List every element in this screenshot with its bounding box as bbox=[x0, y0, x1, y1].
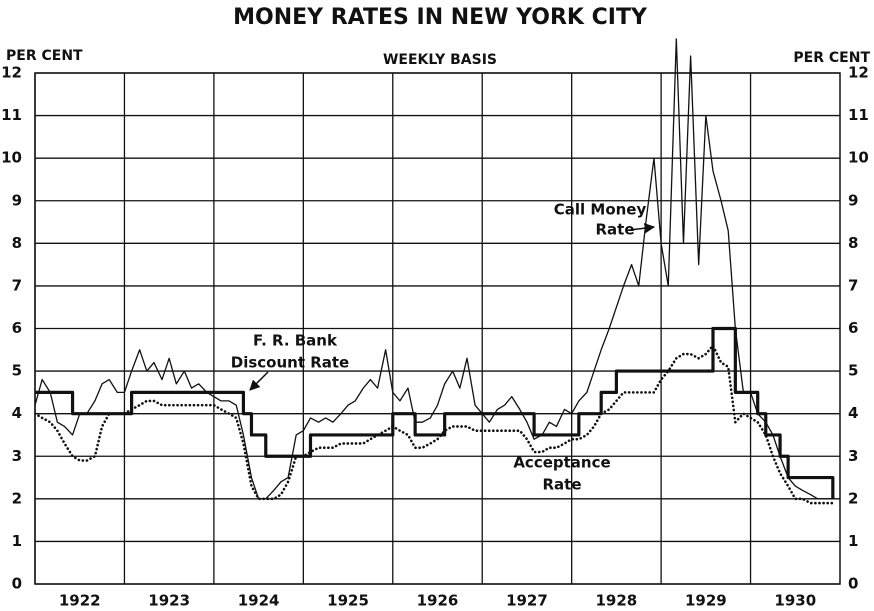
y-tick-label: 0 bbox=[12, 575, 22, 593]
x-tick-label: 1924 bbox=[238, 592, 280, 610]
x-tick-label: 1929 bbox=[685, 592, 727, 610]
y2-tick-label: 3 bbox=[848, 447, 858, 465]
x-tick-label: 1928 bbox=[596, 592, 638, 610]
x-tick-label: 1925 bbox=[327, 592, 369, 610]
y2-tick-label: 2 bbox=[848, 489, 858, 507]
y-tick-label: 12 bbox=[1, 64, 22, 82]
subtitle: WEEKLY BASIS bbox=[383, 52, 497, 68]
arrow bbox=[249, 371, 269, 391]
y2-tick-label: 12 bbox=[848, 64, 869, 82]
y-axis-label: PER CENT bbox=[6, 48, 83, 64]
y2-tick-label: 6 bbox=[848, 319, 858, 337]
y2-tick-label: 9 bbox=[848, 191, 858, 209]
y2-tick-label: 0 bbox=[848, 575, 858, 593]
series-line bbox=[35, 38, 833, 500]
series-line bbox=[35, 326, 835, 499]
annotation: Discount Rate bbox=[231, 354, 349, 372]
plot-frame bbox=[34, 72, 841, 585]
annotation: Rate bbox=[542, 476, 581, 494]
x-tick-label: 1922 bbox=[59, 592, 101, 610]
y2-tick-label: 8 bbox=[848, 234, 858, 252]
y-tick-label: 4 bbox=[12, 404, 22, 422]
annotation: Acceptance bbox=[513, 454, 610, 472]
y-tick-label: 9 bbox=[12, 191, 22, 209]
lines bbox=[35, 38, 835, 505]
y-tick-label: 11 bbox=[1, 106, 22, 124]
y-tick-label: 8 bbox=[12, 234, 22, 252]
y-tick-label: 6 bbox=[12, 319, 22, 337]
y-tick-label: 7 bbox=[12, 276, 22, 294]
y-tick-label: 2 bbox=[12, 489, 22, 507]
arrow bbox=[629, 222, 656, 234]
y-tick-label: 1 bbox=[12, 532, 22, 550]
series-line bbox=[35, 344, 835, 505]
y2-tick-label: 5 bbox=[848, 362, 858, 380]
y2-tick-label: 7 bbox=[848, 276, 858, 294]
y-tick-label: 10 bbox=[1, 149, 22, 167]
x-tick-label: 1930 bbox=[774, 592, 816, 610]
y2-tick-label: 1 bbox=[848, 532, 858, 550]
y2-tick-label: 11 bbox=[848, 106, 869, 124]
y2-axis-label: PER CENT bbox=[793, 50, 870, 66]
annotation: Call Money bbox=[554, 201, 647, 219]
annotation: Rate bbox=[595, 221, 634, 239]
x-tick-label: 1923 bbox=[148, 592, 190, 610]
x-tick-label: 1926 bbox=[417, 592, 459, 610]
y2-tick-label: 10 bbox=[848, 149, 869, 167]
annotations: Call Money Rate F. R. Bank Discount Rate Acc… bbox=[231, 201, 656, 494]
y2-tick-label: 4 bbox=[848, 404, 858, 422]
y-tick-label: 3 bbox=[12, 447, 22, 465]
y-tick-label: 5 bbox=[12, 362, 22, 380]
chart-title: MONEY RATES IN NEW YORK CITY bbox=[233, 5, 648, 30]
x-tick-label: 1927 bbox=[506, 592, 548, 610]
annotation: F. R. Bank bbox=[253, 332, 338, 350]
